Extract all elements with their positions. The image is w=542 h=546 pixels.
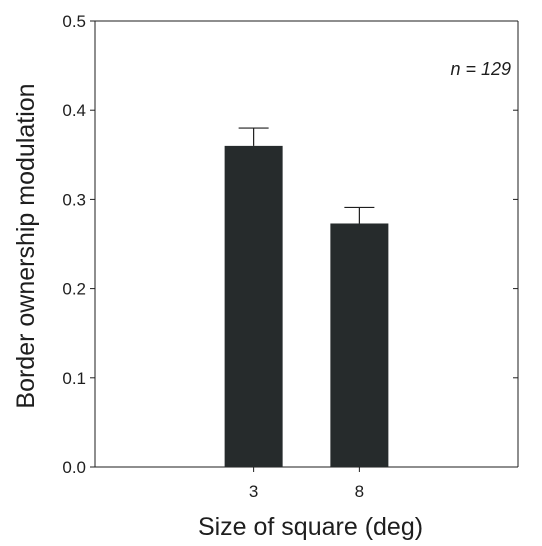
bars xyxy=(224,145,389,467)
x-axis-title: Size of square (deg) xyxy=(198,513,423,541)
x-tick-label-3: 3 xyxy=(249,482,258,501)
y-axis-title: Border ownership modulation xyxy=(12,83,40,408)
bar-3 xyxy=(224,145,283,467)
y-axis: 0.0 0.1 0.2 0.3 0.4 0.5 xyxy=(62,12,518,477)
y-tick-label: 0.0 xyxy=(62,458,86,477)
y-tick-label: 0.5 xyxy=(62,12,86,31)
x-tick-label-8: 8 xyxy=(355,482,364,501)
y-tick-label: 0.2 xyxy=(62,280,86,299)
y-tick-label: 0.1 xyxy=(62,369,86,388)
plot-frame xyxy=(94,20,519,468)
y-tick-label: 0.4 xyxy=(62,101,86,120)
sample-size-annotation: n = 129 xyxy=(450,59,511,79)
bar-8 xyxy=(330,223,389,467)
error-bars xyxy=(238,127,375,224)
y-tick-label: 0.3 xyxy=(62,190,86,209)
